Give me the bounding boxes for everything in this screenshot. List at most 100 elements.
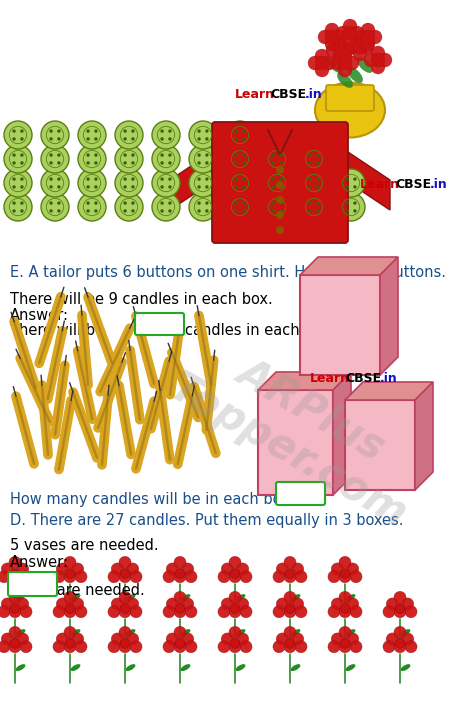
Circle shape [271,177,275,181]
Circle shape [49,177,53,181]
Ellipse shape [295,571,307,583]
Circle shape [94,177,98,181]
Ellipse shape [347,563,359,575]
Circle shape [94,130,98,132]
Circle shape [4,121,32,149]
Circle shape [235,209,238,212]
Ellipse shape [1,633,13,645]
Circle shape [131,161,134,165]
Circle shape [20,161,24,165]
Circle shape [12,177,16,181]
Circle shape [230,604,240,613]
Text: How many candles will be in each box?: How many candles will be in each box? [10,492,297,507]
Circle shape [20,185,24,189]
Ellipse shape [53,606,65,618]
Circle shape [197,137,201,141]
Ellipse shape [353,40,367,54]
Circle shape [189,145,217,173]
Circle shape [131,185,134,189]
Ellipse shape [20,571,32,583]
Ellipse shape [181,633,194,645]
Circle shape [345,177,349,181]
Text: .in: .in [305,88,323,102]
Circle shape [205,154,209,157]
Ellipse shape [229,641,241,653]
Ellipse shape [273,641,285,653]
Circle shape [226,169,254,197]
Circle shape [168,201,172,205]
Text: Learn: Learn [360,179,400,191]
Ellipse shape [16,598,29,610]
Circle shape [242,177,246,181]
Ellipse shape [64,641,76,653]
Circle shape [197,161,201,165]
Circle shape [49,161,53,165]
Ellipse shape [364,53,378,67]
Ellipse shape [284,641,296,653]
Circle shape [276,166,284,174]
Ellipse shape [308,56,322,70]
Circle shape [124,137,127,141]
Ellipse shape [276,633,289,645]
Ellipse shape [339,571,351,583]
Ellipse shape [108,606,120,618]
Ellipse shape [111,563,123,575]
Ellipse shape [357,57,373,73]
Circle shape [316,209,320,212]
Ellipse shape [16,633,29,645]
Circle shape [395,604,405,613]
Ellipse shape [119,641,131,653]
Circle shape [12,154,16,157]
Circle shape [49,209,53,212]
Circle shape [353,177,357,181]
Circle shape [120,604,130,613]
Ellipse shape [386,633,399,645]
Ellipse shape [402,633,414,645]
Circle shape [279,161,282,165]
Circle shape [285,569,295,578]
Circle shape [124,185,127,189]
Ellipse shape [174,557,186,569]
Ellipse shape [9,606,21,618]
Ellipse shape [290,629,300,636]
Ellipse shape [229,606,241,618]
Circle shape [353,201,357,205]
Circle shape [197,201,201,205]
Ellipse shape [9,557,21,569]
Circle shape [12,201,16,205]
Circle shape [205,209,209,212]
Ellipse shape [290,664,300,671]
Ellipse shape [339,606,351,618]
Ellipse shape [64,606,76,618]
Ellipse shape [56,598,68,610]
Circle shape [285,639,295,648]
Circle shape [4,193,32,221]
Ellipse shape [328,641,340,653]
Text: CBSE: CBSE [345,372,381,385]
Circle shape [230,569,240,578]
Circle shape [316,154,320,157]
Circle shape [41,145,69,173]
Circle shape [235,161,238,165]
Circle shape [57,154,61,157]
Circle shape [205,177,209,181]
Ellipse shape [315,63,329,77]
Ellipse shape [235,664,245,671]
Ellipse shape [371,60,385,74]
Circle shape [263,169,291,197]
Ellipse shape [345,664,355,671]
Circle shape [57,130,61,132]
Ellipse shape [0,641,10,653]
Ellipse shape [119,571,131,583]
Circle shape [131,154,134,157]
Ellipse shape [295,606,307,618]
Circle shape [189,193,217,221]
Ellipse shape [343,33,357,47]
Ellipse shape [0,571,10,583]
Ellipse shape [75,571,87,583]
Ellipse shape [318,30,332,44]
Circle shape [20,154,24,157]
Ellipse shape [340,43,354,57]
Circle shape [57,209,61,212]
Circle shape [395,639,405,648]
